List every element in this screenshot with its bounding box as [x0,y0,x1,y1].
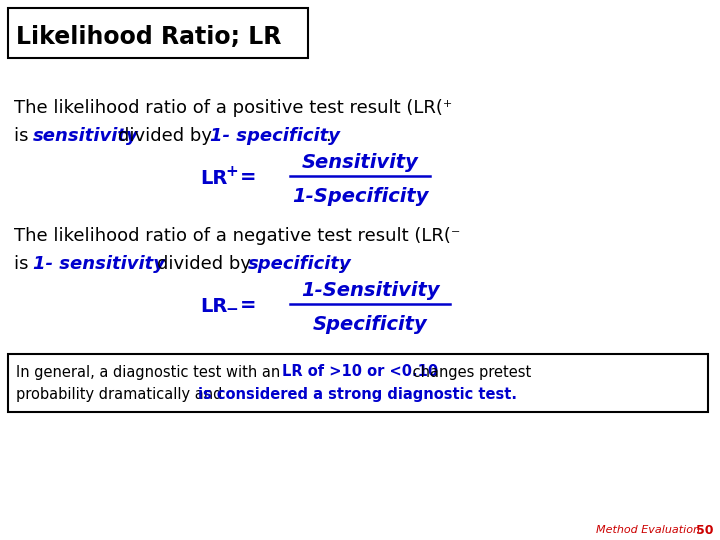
Text: divided by: divided by [157,255,257,273]
Text: sensitivity: sensitivity [33,127,139,145]
Text: Sensitivity: Sensitivity [302,153,418,172]
Text: =: = [240,296,256,315]
Text: +: + [225,165,238,179]
Text: 1- specificity: 1- specificity [210,127,340,145]
Text: .: . [338,255,343,273]
Text: .: . [325,127,330,145]
Text: 1- sensitivity: 1- sensitivity [33,255,165,273]
Text: 1-Sensitivity: 1-Sensitivity [301,281,439,300]
Text: The likelihood ratio of a positive test result (LR(⁺: The likelihood ratio of a positive test … [14,99,452,117]
Text: is considered a strong diagnostic test.: is considered a strong diagnostic test. [198,387,517,402]
Text: =: = [240,168,256,187]
Text: LR: LR [200,168,228,187]
Text: The likelihood ratio of a negative test result (LR(⁻: The likelihood ratio of a negative test … [14,227,460,245]
Text: LR of >10 or <0.10: LR of >10 or <0.10 [282,364,438,380]
Text: 50: 50 [696,523,714,537]
Text: divided by: divided by [118,127,217,145]
Text: is: is [14,255,35,273]
Text: Likelihood Ratio; LR: Likelihood Ratio; LR [16,25,282,49]
FancyBboxPatch shape [8,8,308,58]
Text: Method Evaluation: Method Evaluation [596,525,700,535]
Text: LR: LR [200,296,228,315]
Text: specificity: specificity [248,255,352,273]
Text: probability dramatically and: probability dramatically and [16,387,227,402]
Text: −: − [225,301,238,316]
Text: Specificity: Specificity [312,314,428,334]
FancyBboxPatch shape [8,354,708,412]
Text: is: is [14,127,35,145]
Text: 1-Specificity: 1-Specificity [292,186,428,206]
Text: changes pretest: changes pretest [408,364,531,380]
Text: In general, a diagnostic test with an: In general, a diagnostic test with an [16,364,285,380]
